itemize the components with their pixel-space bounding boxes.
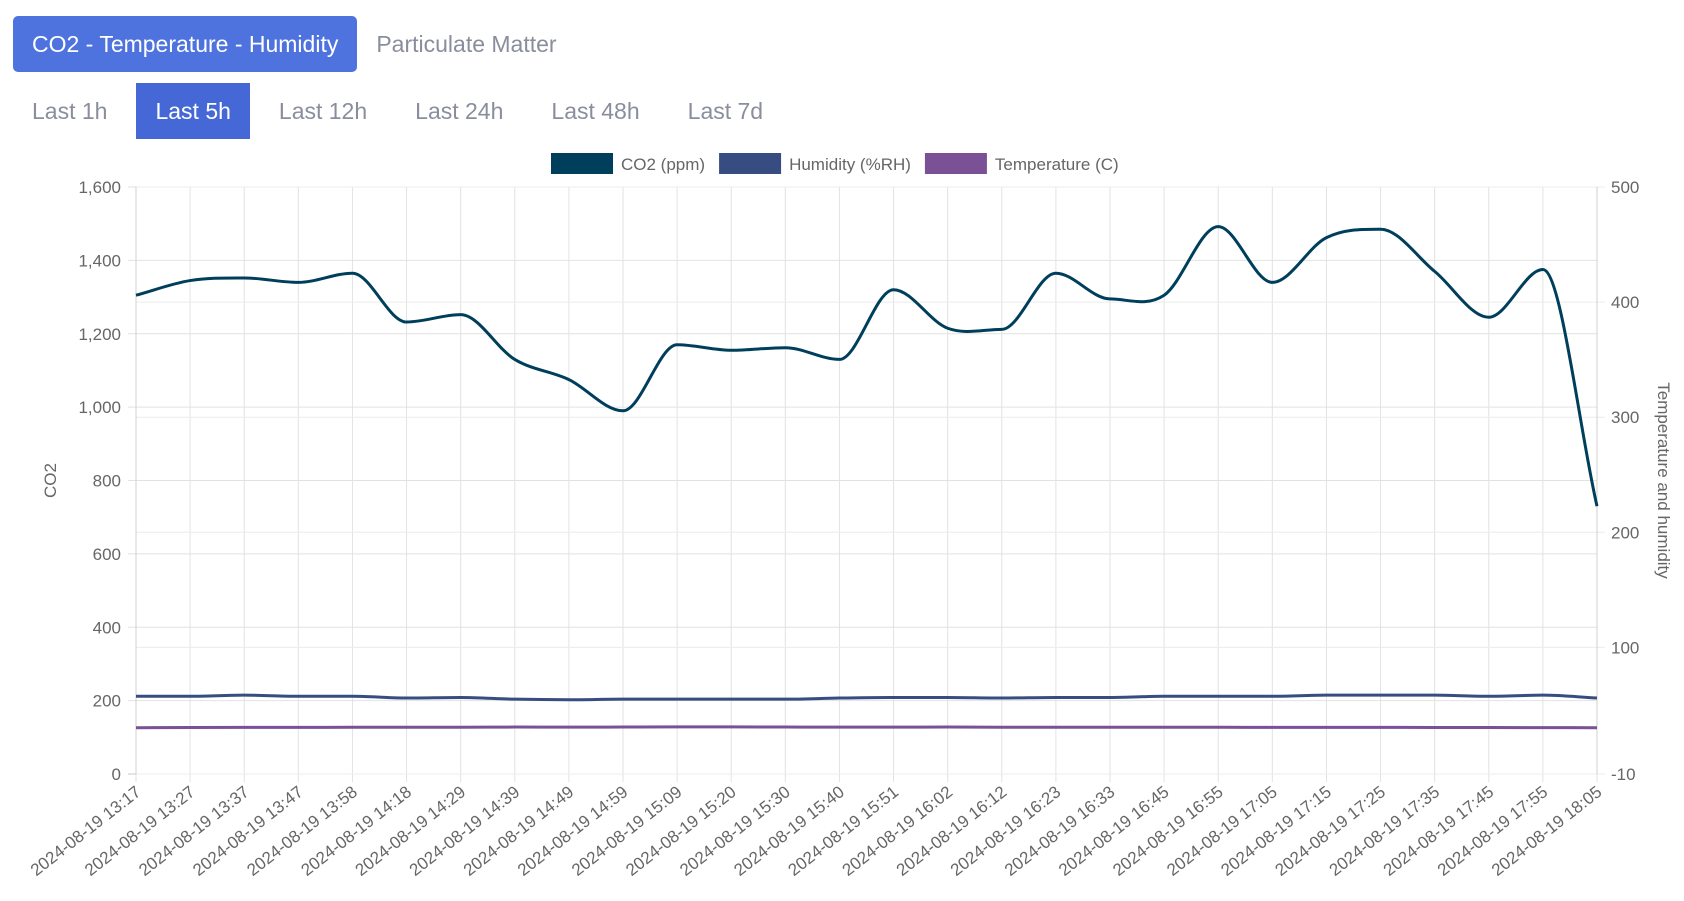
series-line-humidity [136, 693, 1598, 702]
range-last-48h[interactable]: Last 48h [551, 98, 640, 124]
right-tick-label: -10 [1611, 765, 1636, 784]
legend-label: Humidity (%RH) [789, 155, 911, 174]
legend-swatch [924, 153, 987, 174]
right-tick-label: 100 [1611, 638, 1639, 657]
left-tick-label: 1,000 [78, 398, 121, 417]
dataset-tabs: CO2 - Temperature - Humidity Particulate… [13, 16, 576, 72]
range-last-1h[interactable]: Last 1h [32, 98, 108, 124]
right-tick-label: 400 [1611, 293, 1639, 312]
right-tick-label: 200 [1611, 523, 1639, 542]
left-tick-label: 400 [93, 618, 121, 637]
left-tick-label: 1,400 [78, 251, 121, 270]
legend-label: CO2 (ppm) [621, 155, 705, 174]
left-tick-label: 1,600 [78, 178, 121, 197]
series-line-co2 [135, 225, 1599, 507]
range-last-7d[interactable]: Last 7d [687, 98, 764, 124]
series-line-temperature [135, 725, 1598, 730]
left-tick-label: 200 [93, 692, 121, 711]
range-last-24h[interactable]: Last 24h [415, 98, 504, 124]
time-range-tabs: Last 1h Last 5h Last 12h Last 24h Last 4… [13, 83, 792, 139]
right-axis-title: Temperature and humidity [1654, 382, 1673, 579]
right-tick-label: 300 [1611, 408, 1639, 427]
tab-particulate-matter[interactable]: Particulate Matter [376, 31, 557, 57]
range-last-12h[interactable]: Last 12h [278, 98, 368, 124]
tab-co2-temperature-humidity[interactable]: CO2 - Temperature - Humidity [13, 16, 358, 72]
left-axis-title: CO2 [41, 463, 60, 498]
range-last-5h[interactable]: Last 5h [136, 83, 250, 139]
left-tick-label: 800 [93, 472, 121, 491]
legend-swatch [719, 153, 782, 174]
left-tick-label: 0 [112, 765, 121, 784]
legend-swatch [551, 153, 613, 174]
left-tick-label: 600 [93, 545, 121, 564]
left-tick-label: 1,200 [78, 325, 121, 344]
legend-label: Temperature (C) [995, 155, 1119, 174]
right-tick-label: 500 [1611, 178, 1639, 197]
